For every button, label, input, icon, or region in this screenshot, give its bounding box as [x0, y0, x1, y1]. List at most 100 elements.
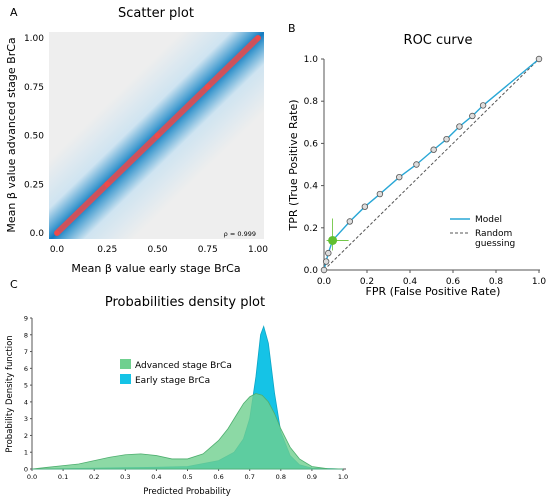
chart-b-x-tick: 1.0 — [532, 277, 547, 287]
chart-c-x-tick: 0.9 — [307, 473, 317, 481]
chart-b-y-tick: 0.6 — [304, 139, 319, 149]
chart-b-model-point — [469, 112, 476, 120]
chart-b-model-point — [413, 161, 420, 168]
chart-a-x-tick: 0.50 — [147, 245, 167, 255]
chart-b-y-tick: 0.8 — [304, 97, 319, 107]
chart-c-x-label: Predicted Probability — [143, 487, 231, 497]
chart-c-legend: Advanced stage BrCa Early stage BrCa — [120, 359, 232, 386]
panel-c: C Probabilities density plot 0123456789 … — [5, 278, 348, 497]
chart-b-model-point — [396, 173, 403, 181]
chart-c-y-tick: 9 — [24, 315, 28, 323]
chart-b-y-tick: 0.2 — [304, 224, 318, 234]
chart-a-x-tick: 0.25 — [97, 245, 117, 255]
chart-b-model-point — [346, 218, 353, 225]
chart-b-title: ROC curve — [404, 33, 473, 48]
legend-model-label: Model — [475, 215, 502, 225]
chart-c-x-tick: 0.0 — [27, 473, 37, 481]
legend-advanced-swatch — [120, 359, 131, 369]
chart-b-y-tick: 0.4 — [304, 182, 319, 192]
panel-b: B ROC curve 0.0 0.2 0.4 0.6 0.8 1.0 0.0 0.2 0.4… — [287, 22, 546, 298]
chart-c-x-tick: 0.5 — [182, 473, 192, 481]
legend-random-label: Random guessing — [475, 229, 515, 249]
legend-advanced-label: Advanced stage BrCa — [135, 361, 232, 371]
chart-a-points — [54, 35, 261, 236]
chart-b-model-point — [479, 102, 487, 109]
chart-a-y-tick: 0.25 — [24, 180, 44, 190]
chart-b-model-point — [320, 266, 328, 274]
chart-a-y-tick: 0.50 — [24, 132, 44, 142]
panel-label-c: C — [10, 278, 18, 291]
chart-a-point — [154, 132, 161, 139]
panel-a: A Scatter plot 0.0 0.25 0.50 0.75 1.00 0.00.… — [5, 6, 268, 275]
chart-a-point-cloud-segment — [54, 181, 111, 236]
chart-c-x-tick: 0.1 — [58, 473, 68, 481]
chart-c-x-tick: 0.7 — [245, 473, 255, 481]
chart-b-x-tick: 0.0 — [317, 277, 332, 287]
legend-early-swatch — [120, 374, 131, 384]
chart-b-y-tick: 0.0 — [304, 266, 319, 276]
chart-a-x-ticks: 0.0 0.25 0.50 0.75 1.00 — [50, 245, 268, 255]
chart-a-rho-annotation: ρ = 0.999 — [224, 230, 256, 238]
chart-b-x-tick: 0.8 — [489, 277, 504, 287]
chart-a-y-tick: 0.75 — [24, 83, 44, 93]
chart-c-y-tick: 0 — [24, 466, 28, 474]
chart-c-advanced-density — [31, 393, 344, 470]
chart-c-y-tick: 2 — [24, 432, 28, 440]
chart-a-point — [54, 230, 60, 236]
chart-a-point — [205, 84, 211, 90]
panel-label-a: A — [10, 6, 18, 19]
chart-b-model-point — [443, 135, 450, 143]
chart-a-x-label: Mean β value early stage BrCa — [71, 262, 240, 275]
chart-a-x-tick: 1.00 — [248, 245, 268, 255]
chart-b-model-point — [456, 123, 463, 130]
chart-c-y-tick: 1 — [24, 449, 28, 457]
chart-a-x-tick: 0.75 — [198, 245, 218, 255]
chart-a-title: Scatter plot — [118, 6, 194, 21]
chart-c-y-tick: 8 — [24, 331, 28, 339]
chart-b-optimal-point — [326, 218, 349, 251]
chart-b-x-tick: 0.6 — [446, 277, 461, 287]
chart-c-title: Probabilities density plot — [105, 295, 265, 310]
chart-c-y-tick: 3 — [24, 415, 28, 423]
chart-a-point — [255, 35, 261, 41]
chart-a-y-label: Mean β value advanced stage BrCa — [5, 37, 18, 232]
chart-c-early-density — [31, 325, 344, 470]
chart-a-y-tick: 1.00 — [24, 34, 44, 44]
chart-b-legend: Model Random guessing — [450, 215, 515, 249]
chart-a-x-tick: 0.0 — [50, 245, 65, 255]
chart-b-random-line — [323, 58, 540, 271]
chart-b-model-point — [535, 55, 543, 63]
chart-b-model-point — [361, 203, 369, 210]
chart-b-model-point — [322, 258, 330, 265]
panel-label-b: B — [288, 22, 296, 35]
chart-c-x-tick: 0.4 — [151, 473, 161, 481]
chart-a-point — [104, 181, 110, 187]
chart-c-y-tick: 7 — [24, 348, 28, 356]
chart-b-x-tick: 0.4 — [403, 277, 418, 287]
chart-a-y-tick: 0.0 — [30, 229, 45, 239]
chart-b-x-label: FPR (False Positive Rate) — [366, 285, 501, 298]
chart-c-x-ticks: 0.0 0.1 0.2 0.3 0.4 0.5 0.6 0.7 0.8 0.9 1.0 — [27, 469, 348, 481]
chart-c-y-tick: 5 — [24, 382, 28, 390]
chart-b-x-tick: 0.2 — [360, 277, 374, 287]
chart-c-y-tick: 6 — [24, 365, 28, 373]
chart-a-point-cloud-segment — [204, 35, 261, 90]
chart-c-x-tick: 0.2 — [89, 473, 99, 481]
chart-b-model-point — [376, 190, 384, 198]
chart-a-y-ticks: 0.0 0.25 0.50 0.75 1.00 — [24, 34, 44, 239]
chart-a-point-cloud-segment — [104, 132, 161, 188]
chart-b-optimal-marker — [328, 235, 338, 245]
chart-b-x-ticks: 0.0 0.2 0.4 0.6 0.8 1.0 — [317, 270, 547, 287]
chart-b-y-label: TPR (True Positive Rate) — [287, 99, 300, 231]
chart-c-y-ticks: 0 1 2 3 4 5 6 7 8 9 — [24, 315, 32, 474]
chart-c-y-tick: 4 — [24, 398, 28, 406]
chart-c-y-label: Probability Density function — [5, 335, 15, 452]
legend-early-label: Early stage BrCa — [135, 376, 210, 386]
chart-c-x-tick: 0.8 — [276, 473, 286, 481]
chart-a-point-cloud-segment — [154, 83, 211, 139]
chart-c-x-tick: 0.6 — [213, 473, 223, 481]
chart-b-y-ticks: 0.0 0.2 0.4 0.6 0.8 1.0 — [304, 55, 324, 276]
chart-c-x-tick: 1.0 — [338, 473, 348, 481]
chart-b-model-point — [430, 146, 437, 153]
